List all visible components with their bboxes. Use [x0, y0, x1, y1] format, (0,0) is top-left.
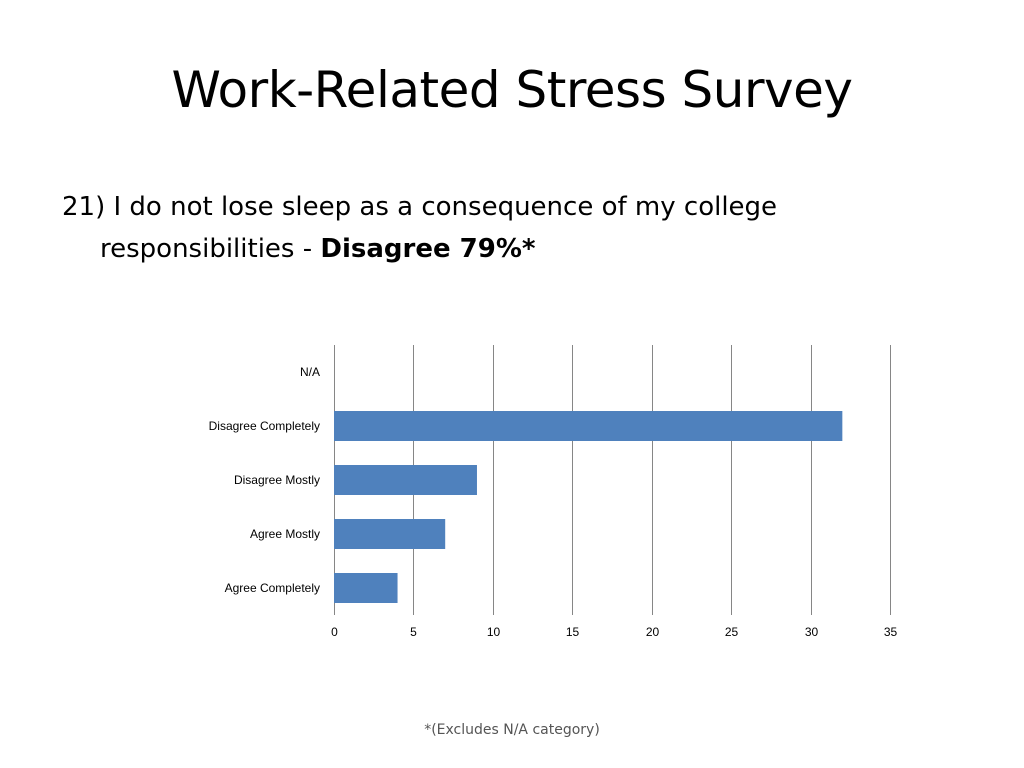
category-label: Disagree Mostly	[234, 473, 320, 487]
bar	[334, 573, 398, 603]
x-tick-label: 10	[487, 625, 501, 639]
x-tick-label: 5	[410, 625, 417, 639]
footnote: *(Excludes N/A category)	[424, 722, 600, 738]
question-text: 21) I do not lose sleep as a consequence…	[62, 186, 920, 270]
chart-container: 0 5 10 15 20 25 30 35 N/A Disagree Completely Disa…	[0, 330, 1024, 660]
bar-chart: 0 5 10 15 20 25 30 35 N/A Disagree Completely Disa…	[209, 345, 898, 639]
category-label: Disagree Completely	[209, 419, 320, 433]
x-tick-label: 20	[646, 625, 660, 639]
x-tick-label: 30	[805, 625, 819, 639]
x-tick-label: 15	[566, 625, 580, 639]
category-label: Agree Mostly	[250, 527, 320, 541]
question-statement: 21) I do not lose sleep as a consequence…	[62, 192, 778, 264]
x-tick-label: 0	[331, 625, 338, 639]
question-answer: Disagree 79%*	[320, 234, 536, 264]
bar	[334, 465, 477, 495]
x-tick-label: 35	[884, 625, 898, 639]
bar	[334, 519, 446, 549]
x-tick-label: 25	[725, 625, 739, 639]
category-label: N/A	[300, 365, 320, 379]
bar	[334, 411, 843, 441]
slide-title: Work-Related Stress Survey	[171, 61, 853, 119]
category-label: Agree Completely	[225, 581, 320, 595]
